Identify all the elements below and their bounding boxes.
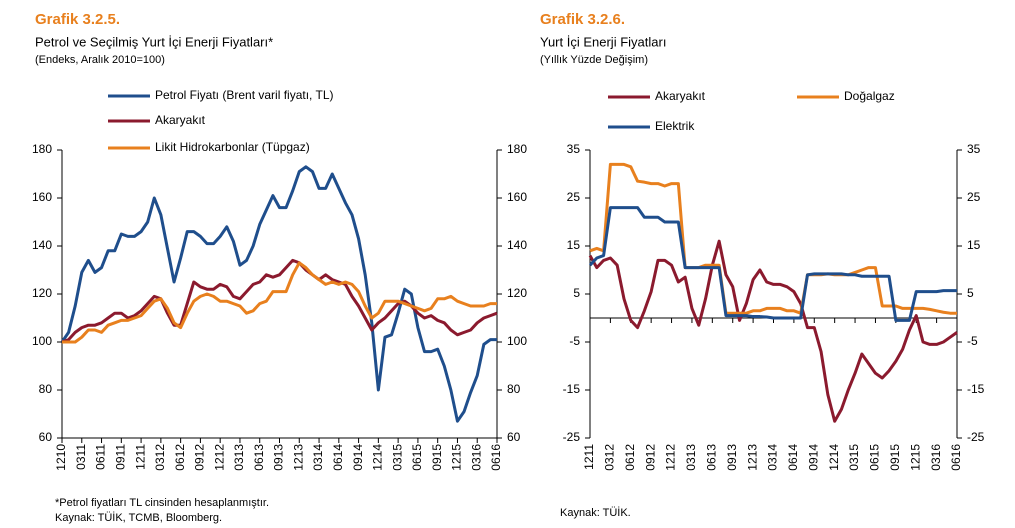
y2-tick-label: 35 bbox=[967, 142, 981, 156]
y2-tick-label: 5 bbox=[967, 286, 974, 300]
legend-label: Petrol Fiyatı (Brent varil fiyatı, TL) bbox=[155, 88, 334, 102]
chart-title: Grafik 3.2.5. bbox=[35, 11, 120, 28]
x-tick-label: 0614 bbox=[331, 444, 345, 471]
y2-tick-label: 15 bbox=[967, 238, 981, 252]
x-tick-label: 0913 bbox=[272, 444, 286, 471]
chart-note: (Yıllık Yüzde Değişim) bbox=[540, 54, 648, 66]
x-tick-label: 0915 bbox=[430, 444, 444, 471]
y2-tick-label: 25 bbox=[967, 190, 981, 204]
series-line bbox=[589, 162, 957, 315]
chart-subtitle: Yurt İçi Enerji Fiyatları bbox=[540, 34, 666, 49]
y-tick-label: 25 bbox=[567, 190, 581, 204]
x-tick-label: 1214 bbox=[827, 444, 841, 471]
series-line bbox=[61, 258, 498, 344]
legend-label: Elektrik bbox=[655, 119, 695, 133]
x-tick-label: 0612 bbox=[623, 444, 637, 471]
x-tick-label: 1212 bbox=[212, 444, 226, 471]
x-tick-label: 0314 bbox=[766, 444, 780, 471]
x-tick-label: 0313 bbox=[232, 444, 246, 471]
y-tick-label: -5 bbox=[569, 334, 580, 348]
x-tick-label: 1214 bbox=[371, 444, 385, 471]
legend-label: Akaryakıt bbox=[655, 89, 706, 103]
y2-tick-label: 100 bbox=[507, 334, 527, 348]
x-tick-label: 0611 bbox=[94, 444, 108, 470]
y2-tick-label: 80 bbox=[507, 382, 521, 396]
y-tick-label: 80 bbox=[39, 382, 53, 396]
footnote: Kaynak: TÜİK, TCMB, Bloomberg. bbox=[55, 511, 222, 524]
y-tick-label: -25 bbox=[563, 430, 581, 444]
y2-tick-label: 180 bbox=[507, 142, 527, 156]
x-tick-label: 1212 bbox=[664, 444, 678, 471]
x-tick-label: 0316 bbox=[929, 444, 943, 471]
x-tick-label: 0314 bbox=[311, 444, 325, 471]
y2-tick-label: -15 bbox=[967, 382, 985, 396]
legend-label: Likit Hidrokarbonlar (Tüpgaz) bbox=[155, 140, 310, 154]
x-tick-label: 0315 bbox=[390, 444, 404, 471]
x-tick-label: 1211 bbox=[582, 444, 596, 470]
y-tick-label: 60 bbox=[39, 430, 53, 444]
chart-note: (Endeks, Aralık 2010=100) bbox=[35, 54, 165, 66]
legend-label: Akaryakıt bbox=[155, 113, 206, 127]
x-tick-label: 1215 bbox=[908, 444, 922, 471]
chart-title: Grafik 3.2.6. bbox=[540, 11, 625, 28]
x-tick-label: 0613 bbox=[252, 444, 266, 471]
x-tick-label: 0911 bbox=[113, 444, 127, 470]
x-tick-label: 0615 bbox=[868, 444, 882, 471]
x-tick-label: 0313 bbox=[684, 444, 698, 471]
series-line bbox=[62, 261, 497, 344]
x-tick-label: 0613 bbox=[705, 444, 719, 471]
x-tick-label: 0614 bbox=[786, 444, 800, 471]
y2-tick-label: 140 bbox=[507, 238, 527, 252]
y2-tick-label: -5 bbox=[967, 334, 978, 348]
x-tick-label: 0913 bbox=[725, 444, 739, 471]
x-tick-label: 0615 bbox=[410, 444, 424, 471]
y2-tick-label: 160 bbox=[507, 190, 527, 204]
x-tick-label: 1213 bbox=[291, 444, 305, 471]
x-tick-label: 0311 bbox=[74, 444, 88, 470]
x-tick-label: 0616 bbox=[489, 444, 503, 471]
footnote: Kaynak: TÜİK. bbox=[560, 506, 631, 519]
chart-subtitle: Petrol ve Seçilmiş Yurt İçi Enerji Fiyat… bbox=[35, 34, 273, 49]
x-tick-label: 0312 bbox=[603, 444, 617, 471]
x-tick-label: 1211 bbox=[133, 444, 147, 470]
y2-tick-label: -25 bbox=[967, 430, 985, 444]
y-tick-label: 5 bbox=[573, 286, 580, 300]
y-tick-label: 160 bbox=[32, 190, 52, 204]
x-tick-label: 1210 bbox=[54, 444, 68, 471]
y-tick-label: 35 bbox=[567, 142, 581, 156]
legend-label: Doğalgaz bbox=[844, 89, 895, 103]
y2-tick-label: 120 bbox=[507, 286, 527, 300]
x-tick-label: 1213 bbox=[745, 444, 759, 471]
y-tick-label: -15 bbox=[563, 382, 581, 396]
x-tick-label: 0914 bbox=[806, 444, 820, 471]
series-line bbox=[60, 165, 497, 423]
x-tick-label: 0612 bbox=[173, 444, 187, 471]
y2-tick-label: 60 bbox=[507, 430, 521, 444]
x-tick-label: 0915 bbox=[888, 444, 902, 471]
x-tick-label: 0312 bbox=[153, 444, 167, 471]
footnote: *Petrol fiyatları TL cinsinden hesaplanm… bbox=[55, 497, 269, 509]
series-line bbox=[588, 239, 958, 423]
y-tick-label: 100 bbox=[32, 334, 52, 348]
x-tick-label: 0616 bbox=[949, 444, 963, 471]
x-tick-label: 1215 bbox=[450, 444, 464, 471]
x-tick-label: 0316 bbox=[469, 444, 483, 471]
y-tick-label: 120 bbox=[32, 286, 52, 300]
y-tick-label: 180 bbox=[32, 142, 52, 156]
x-tick-label: 0315 bbox=[847, 444, 861, 471]
series-line bbox=[588, 206, 957, 322]
y-tick-label: 140 bbox=[32, 238, 52, 252]
x-tick-label: 0912 bbox=[193, 444, 207, 471]
y-tick-label: 15 bbox=[567, 238, 581, 252]
x-tick-label: 0914 bbox=[351, 444, 365, 471]
x-tick-label: 0912 bbox=[643, 444, 657, 471]
